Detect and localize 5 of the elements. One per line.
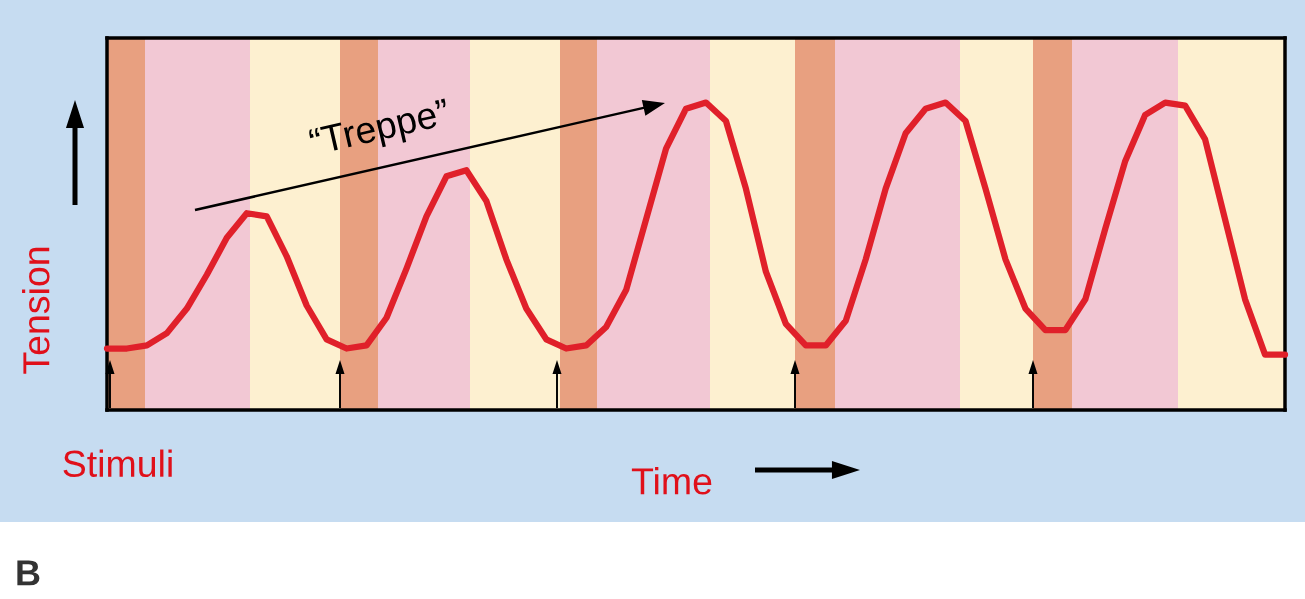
y-axis-title: Tension (22, 247, 50, 374)
x-axis-title: Time (631, 467, 712, 495)
annotation: “Treppe” (308, 98, 452, 163)
text: Stimuli (63, 449, 172, 478)
text: B (17, 560, 40, 586)
